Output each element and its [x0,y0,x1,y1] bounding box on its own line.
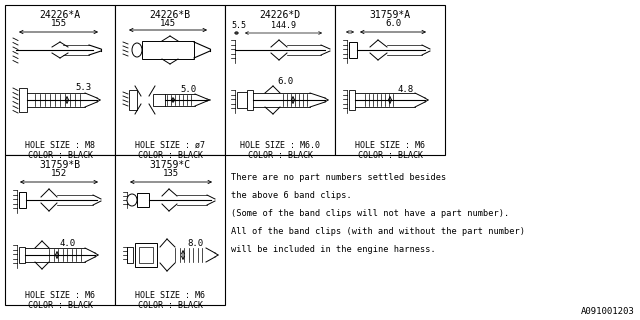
Text: 6.0: 6.0 [385,20,401,28]
Text: 24226*B: 24226*B [149,10,191,20]
Text: 6.0: 6.0 [277,77,293,86]
Bar [349,42,357,58]
Bar [349,90,355,110]
Text: 4.0: 4.0 [60,238,76,247]
Bar [19,247,25,263]
Text: HOLE SIZE : M8: HOLE SIZE : M8 [25,140,95,149]
Text: 145: 145 [160,19,176,28]
Bar [5,155,115,305]
Text: the above 6 band clips.: the above 6 band clips. [231,190,352,199]
Ellipse shape [132,43,142,57]
Text: 24226*A: 24226*A [40,10,81,20]
Bar [237,92,247,108]
Bar [135,243,157,267]
Bar [5,5,115,155]
Bar [142,41,194,59]
Text: HOLE SIZE : M6: HOLE SIZE : M6 [25,291,95,300]
Text: (Some of the band clips will not have a part number).: (Some of the band clips will not have a … [231,209,509,218]
Text: COLOR : BLACK: COLOR : BLACK [28,301,93,310]
Text: COLOR : BLACK: COLOR : BLACK [28,151,93,161]
Text: A091001203: A091001203 [581,308,635,316]
Bar [247,90,253,110]
Text: COLOR : BLACK: COLOR : BLACK [138,151,202,161]
Text: 4.8: 4.8 [397,84,413,93]
Bar [129,90,137,110]
Bar [127,247,133,263]
Bar [153,94,165,106]
Text: 5.5: 5.5 [231,21,246,30]
Text: HOLE SIZE : M6: HOLE SIZE : M6 [355,140,425,149]
Bar [335,5,445,155]
Bar [115,5,225,155]
Bar [137,193,149,207]
Text: 155: 155 [51,20,67,28]
Text: COLOR : BLACK: COLOR : BLACK [358,151,422,161]
Bar [139,247,153,263]
Text: 5.3: 5.3 [75,84,91,92]
Text: 31759*C: 31759*C [149,160,191,170]
Text: HOLE SIZE : M6.0: HOLE SIZE : M6.0 [240,140,320,149]
Bar [225,5,335,155]
Text: There are no part numbers settled besides: There are no part numbers settled beside… [231,172,446,181]
Bar [19,88,27,112]
Bar [115,155,225,305]
Bar [19,192,26,208]
Text: 144.9: 144.9 [271,20,296,29]
Text: HOLE SIZE : ø7: HOLE SIZE : ø7 [135,140,205,149]
Ellipse shape [127,194,137,206]
Text: 8.0: 8.0 [187,238,203,247]
Text: All of the band clips (with and without the part number): All of the band clips (with and without … [231,227,525,236]
Text: 135: 135 [163,170,179,179]
Text: 152: 152 [51,170,67,179]
Text: COLOR : BLACK: COLOR : BLACK [138,301,202,310]
Text: 31759*A: 31759*A [369,10,411,20]
Text: 24226*D: 24226*D [259,10,301,20]
Text: will be included in the engine harness.: will be included in the engine harness. [231,244,436,253]
Text: COLOR : BLACK: COLOR : BLACK [248,151,312,161]
Text: 5.0: 5.0 [180,85,196,94]
Text: 31759*B: 31759*B [40,160,81,170]
Text: HOLE SIZE : M6: HOLE SIZE : M6 [135,291,205,300]
